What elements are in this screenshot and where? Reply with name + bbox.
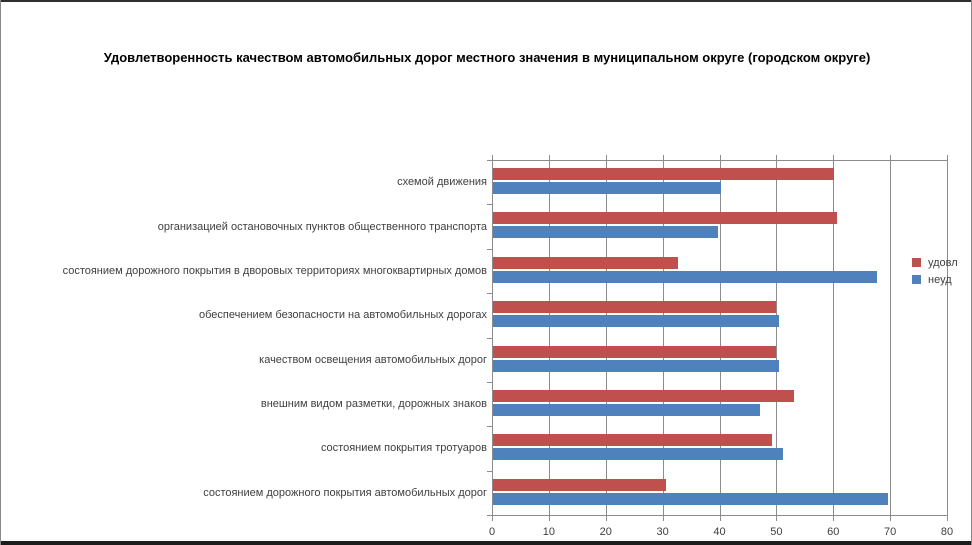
bar xyxy=(493,403,761,416)
gridline xyxy=(776,155,778,521)
category-axis-tick xyxy=(487,248,492,250)
bar xyxy=(493,492,889,505)
bar xyxy=(493,168,835,180)
category-label: состоянием дорожного покрытия автомобиль… xyxy=(203,486,487,499)
x-axis-tick-label: 20 xyxy=(599,526,612,538)
gridline xyxy=(719,155,721,521)
category-label: состоянием дорожного покрытия в дворовых… xyxy=(62,264,487,277)
bar xyxy=(493,301,776,314)
x-axis-tick-label: 70 xyxy=(884,526,897,538)
bar xyxy=(493,434,772,447)
bar xyxy=(493,478,667,491)
x-axis-tick-label: 50 xyxy=(770,526,783,538)
legend-swatch-satisfied-icon xyxy=(912,258,921,267)
bar xyxy=(493,345,776,358)
category-label: обеспечением безопасности на автомобильн… xyxy=(199,309,487,322)
legend: удовл неуд xyxy=(912,254,958,288)
category-axis-tick xyxy=(487,293,492,295)
x-axis-tick-label: 0 xyxy=(488,526,496,538)
legend-label: неуд xyxy=(928,273,952,286)
bar xyxy=(493,315,780,328)
bar xyxy=(493,270,877,283)
x-axis-tick-label: 80 xyxy=(940,526,954,538)
window-top-border xyxy=(1,0,971,2)
x-axis-tick-label: 30 xyxy=(656,526,669,538)
gridline xyxy=(548,155,550,521)
category-axis-tick xyxy=(487,515,492,516)
plot-top-border xyxy=(492,160,948,161)
gridline xyxy=(890,155,892,521)
x-axis-line xyxy=(492,515,948,516)
legend-label: удовл xyxy=(928,256,958,269)
category-label: состоянием покрытия тротуаров xyxy=(320,442,487,455)
gridline xyxy=(947,155,948,521)
category-axis-tick xyxy=(487,426,492,428)
bar xyxy=(493,359,780,372)
category-axis-tick xyxy=(487,470,492,472)
category-axis-tick xyxy=(487,204,492,206)
x-axis-tick-label: 60 xyxy=(827,526,840,538)
bar xyxy=(493,226,718,239)
legend-swatch-dissatisfied-icon xyxy=(912,275,921,284)
category-axis-tick xyxy=(487,337,492,339)
x-axis-tick-label: 10 xyxy=(542,526,555,538)
category-label: внешним видом разметки, дорожных знаков xyxy=(260,398,487,411)
bar xyxy=(493,212,838,225)
chart-title: Удовлетворенность качеством автомобильны… xyxy=(103,50,871,65)
category-label: схемой движения xyxy=(397,176,487,189)
category-axis-tick xyxy=(487,381,492,383)
bar xyxy=(493,182,721,194)
gridline xyxy=(662,155,664,521)
bar xyxy=(493,256,678,269)
legend-item: неуд xyxy=(912,271,958,288)
category-label: качеством освещения автомобильных дорог xyxy=(259,353,487,366)
gridline xyxy=(492,155,493,521)
gridline xyxy=(833,155,835,521)
category-axis-tick xyxy=(487,160,492,161)
x-axis-tick-label: 40 xyxy=(713,526,726,538)
bar xyxy=(493,448,784,461)
bar xyxy=(493,389,795,402)
window-bottom-border xyxy=(1,541,971,545)
gridline xyxy=(605,155,607,521)
legend-item: удовл xyxy=(912,254,958,271)
category-label: организацией остановочных пунктов общест… xyxy=(157,220,487,233)
